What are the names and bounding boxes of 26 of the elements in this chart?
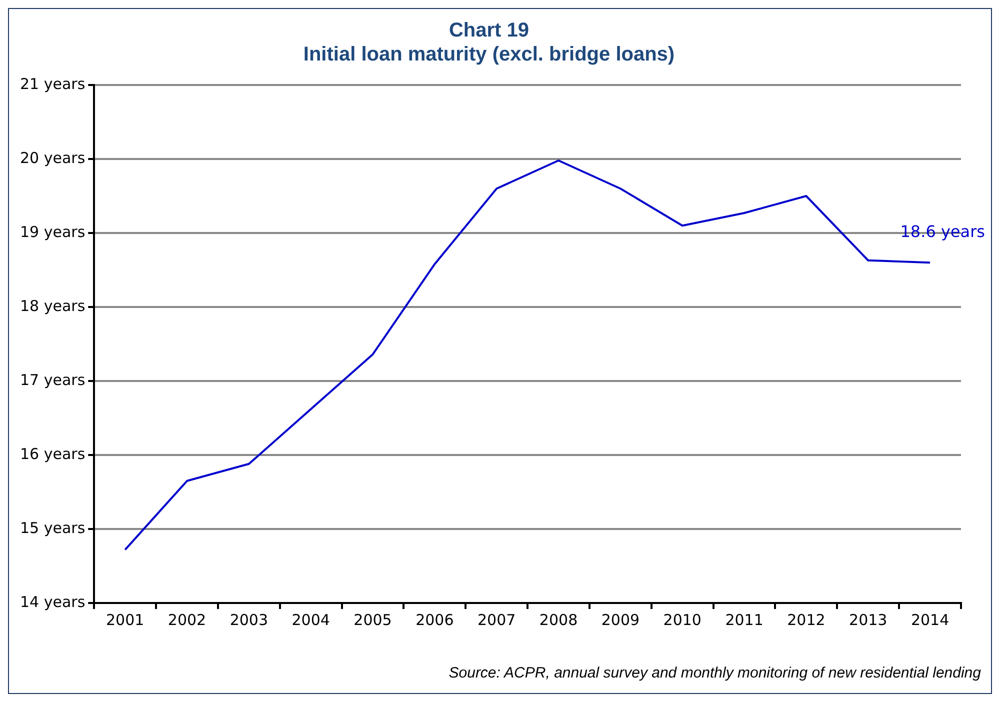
x-tick-label: 2013 <box>849 610 888 629</box>
y-tick-label: 15 years <box>20 518 86 537</box>
y-tick-label: 18 years <box>20 296 86 315</box>
x-tick-label: 2014 <box>910 610 950 629</box>
chart-title: Chart 19 <box>448 20 530 42</box>
x-tick-label: 2002 <box>168 610 206 629</box>
y-tick-label: 14 years <box>20 592 86 611</box>
y-tick-label: 21 years <box>20 74 86 93</box>
x-tick-label: 2006 <box>416 610 454 629</box>
y-tick-label: 19 years <box>20 222 86 241</box>
x-tick-label: 2010 <box>663 610 702 629</box>
x-tick-label: 2009 <box>601 610 640 629</box>
x-tick-label: 2008 <box>539 610 578 629</box>
x-tick-label: 2004 <box>292 610 330 629</box>
x-tick-label: 2007 <box>478 610 516 629</box>
x-tick-label: 2005 <box>354 610 392 629</box>
data-label: 18.6 years <box>900 222 985 241</box>
source-note: Source: ACPR, annual survey and monthly monitoring of new residential lending <box>448 664 982 682</box>
x-tick-label: 2003 <box>230 610 268 629</box>
chart-subtitle: Initial loan maturity (excl. bridge loans) <box>303 44 675 66</box>
x-tick-label: 2001 <box>106 610 144 629</box>
x-tick-label: 2012 <box>787 610 826 629</box>
y-tick-label: 20 years <box>20 148 86 167</box>
y-tick-label: 17 years <box>20 370 86 389</box>
x-tick-label: 2011 <box>725 610 764 629</box>
y-tick-label: 16 years <box>20 444 86 463</box>
